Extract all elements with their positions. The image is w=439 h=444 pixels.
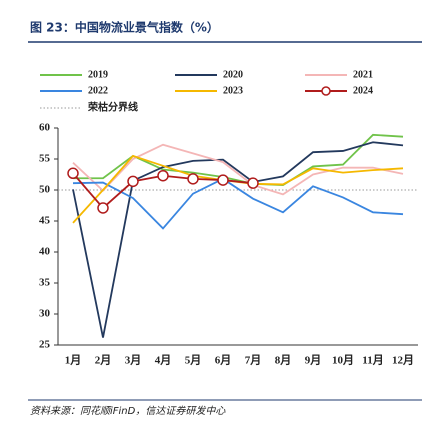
x-tick-label: 8月: [275, 354, 292, 367]
y-tick-label: 45: [39, 215, 51, 227]
legend-label: 2024: [353, 85, 373, 96]
point: [187, 173, 199, 185]
point: [127, 175, 139, 188]
series-line: [72, 177, 404, 230]
x-tick-label: 9月: [305, 354, 322, 367]
point: [217, 174, 229, 186]
point: [157, 169, 169, 182]
legend-label: 2020: [223, 69, 243, 80]
y-tick-label: 60: [39, 122, 51, 134]
y-tick-label: 40: [39, 246, 51, 258]
x-tick-label: 6月: [215, 354, 232, 367]
y-tick-label: 55: [39, 153, 51, 165]
x-tick-label: 4月: [155, 354, 172, 367]
chart-title: 图 23：中国物流业景气指数（%）: [30, 20, 219, 35]
y-tick-label: 30: [39, 308, 51, 320]
x-tick-label: 1月: [65, 354, 82, 367]
x-tick-label: 2月: [95, 354, 112, 367]
x-tick-label: 10月: [332, 354, 354, 367]
series-line: [72, 143, 404, 196]
legend-label: 2023: [223, 85, 243, 96]
legend-label: 2022: [88, 85, 108, 96]
series-line: [73, 133, 404, 186]
x-tick-label: 7月: [245, 354, 262, 367]
legend-label: 2021: [353, 69, 373, 80]
y-tick-label: 50: [39, 184, 51, 196]
source: 资料来源：同花顺iFinD，信达证券研发中心: [30, 405, 226, 417]
point: [67, 167, 79, 180]
x-tick-label: 5月: [185, 354, 202, 367]
point: [97, 202, 109, 214]
legend-label: 荣枯分界线: [87, 100, 138, 113]
legend-label: 2019: [88, 69, 108, 80]
x-tick-label: 12月: [392, 354, 414, 367]
legend-marker: [321, 86, 331, 96]
x-tick-label: 3月: [125, 354, 142, 367]
y-tick-label: 25: [39, 339, 51, 351]
point: [247, 177, 259, 189]
y-tick-label: 35: [39, 277, 51, 289]
series-line: [72, 141, 404, 338]
x-tick-label: 11月: [362, 354, 383, 367]
